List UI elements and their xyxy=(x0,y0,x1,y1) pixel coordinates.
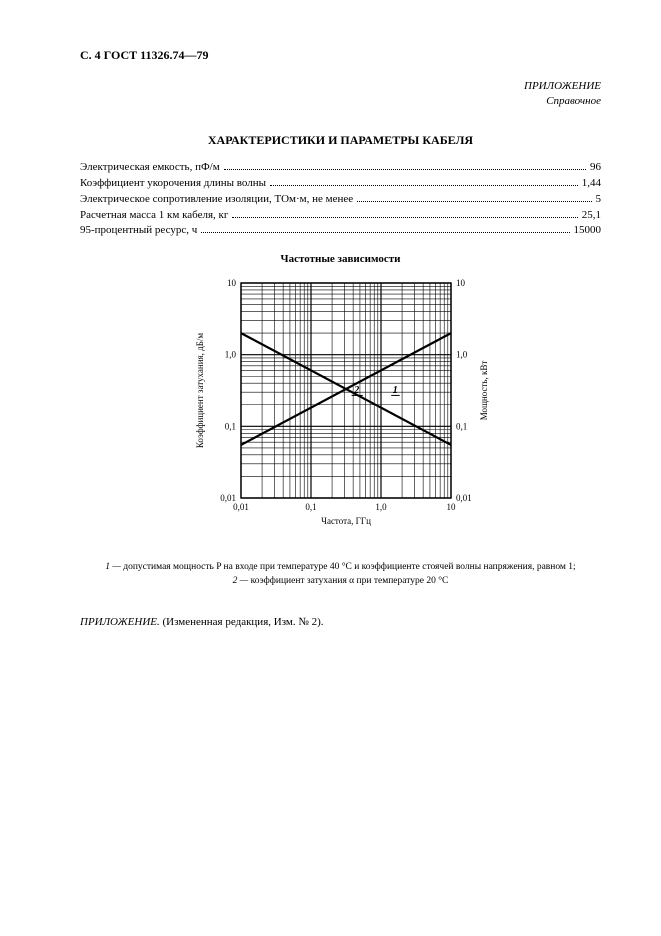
footnote-body: (Измененная редакция, Изм. № 2). xyxy=(160,616,324,628)
param-row: Коэффициент укорочения длины волны 1,44 xyxy=(80,176,601,192)
chart-caption: 1 — допустимая мощность P на входе при т… xyxy=(80,561,601,588)
annex-subtitle: Справочное xyxy=(80,94,601,109)
leader-dots xyxy=(270,177,578,186)
svg-text:2: 2 xyxy=(353,386,359,397)
annex-block: ПРИЛОЖЕНИЕ Справочное xyxy=(80,79,601,109)
svg-text:Частота, ГГц: Частота, ГГц xyxy=(321,516,371,526)
svg-text:Коэффициент затухания, дБ/м: Коэффициент затухания, дБ/м xyxy=(195,333,205,449)
footnote-lead: ПРИЛОЖЕНИЕ. xyxy=(80,616,160,628)
param-label: Электрическое сопротивление изоляции, ТО… xyxy=(80,192,353,208)
svg-text:10: 10 xyxy=(456,278,466,288)
svg-text:1,0: 1,0 xyxy=(375,502,387,512)
caption-1-text: допустимая мощность P на входе при темпе… xyxy=(123,562,575,572)
caption-2-prefix: 2 — xyxy=(233,576,251,586)
param-row: 95-процентный ресурс, ч 15000 xyxy=(80,223,601,239)
caption-2-text: коэффициент затухания α при температуре … xyxy=(251,576,449,586)
svg-text:1: 1 xyxy=(392,386,397,397)
parameter-list: Электрическая емкость, пФ/м 96 Коэффицие… xyxy=(80,160,601,240)
chart-svg: 0,010,11,0100,010,11,0100,010,11,010Част… xyxy=(186,271,496,551)
frequency-chart: 0,010,11,0100,010,11,0100,010,11,010Част… xyxy=(80,271,601,551)
caption-1-prefix: 1 — xyxy=(105,562,123,572)
param-value: 1,44 xyxy=(582,176,601,192)
page-container: С. 4 ГОСТ 11326.74—79 ПРИЛОЖЕНИЕ Справоч… xyxy=(0,0,661,668)
svg-text:10: 10 xyxy=(446,502,456,512)
param-value: 5 xyxy=(596,192,602,208)
leader-dots xyxy=(357,193,591,202)
main-title: ХАРАКТЕРИСТИКИ И ПАРАМЕТРЫ КАБЕЛЯ xyxy=(80,133,601,148)
svg-text:10: 10 xyxy=(227,278,237,288)
svg-text:0,1: 0,1 xyxy=(305,502,316,512)
footnote: ПРИЛОЖЕНИЕ. (Измененная редакция, Изм. №… xyxy=(80,616,601,628)
param-label: Расчетная масса 1 км кабеля, кг xyxy=(80,208,228,224)
leader-dots xyxy=(232,209,577,218)
param-row: Электрическое сопротивление изоляции, ТО… xyxy=(80,192,601,208)
leader-dots xyxy=(201,225,569,234)
svg-text:0,1: 0,1 xyxy=(224,422,235,432)
svg-text:1,0: 1,0 xyxy=(456,350,468,360)
param-label: Коэффициент укорочения длины волны xyxy=(80,176,266,192)
svg-text:Мощность, кВт: Мощность, кВт xyxy=(479,361,489,421)
annex-title: ПРИЛОЖЕНИЕ xyxy=(80,79,601,94)
param-value: 25,1 xyxy=(582,208,601,224)
leader-dots xyxy=(224,161,586,170)
svg-text:0,01: 0,01 xyxy=(220,493,236,503)
param-label: Электрическая емкость, пФ/м xyxy=(80,160,220,176)
param-row: Расчетная масса 1 км кабеля, кг 25,1 xyxy=(80,208,601,224)
page-header: С. 4 ГОСТ 11326.74—79 xyxy=(80,48,601,63)
svg-text:1,0: 1,0 xyxy=(224,350,236,360)
svg-text:0,01: 0,01 xyxy=(233,502,249,512)
svg-text:0,1: 0,1 xyxy=(456,422,467,432)
param-value: 15000 xyxy=(574,223,602,239)
param-value: 96 xyxy=(590,160,601,176)
chart-title: Частотные зависимости xyxy=(80,253,601,265)
param-label: 95-процентный ресурс, ч xyxy=(80,223,197,239)
svg-text:0,01: 0,01 xyxy=(456,493,472,503)
param-row: Электрическая емкость, пФ/м 96 xyxy=(80,160,601,176)
